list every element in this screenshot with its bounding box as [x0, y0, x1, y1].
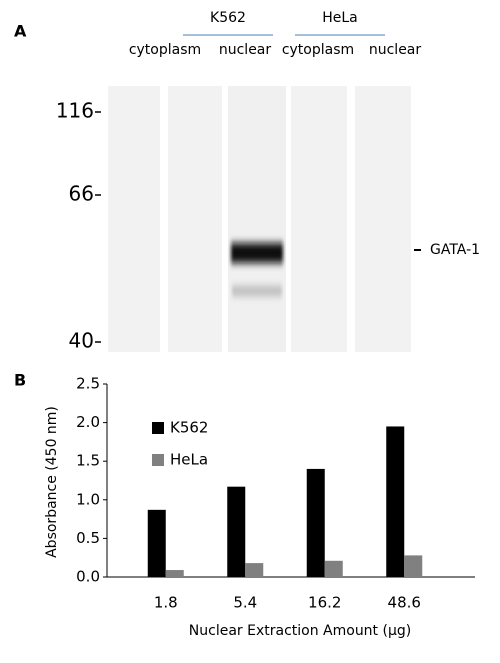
legend-swatch: [152, 454, 164, 466]
lane: [228, 86, 286, 352]
bar: [147, 509, 166, 577]
x-tick-label: 1.8: [154, 594, 178, 612]
bar: [165, 570, 184, 577]
marker-label: 40: [69, 329, 94, 353]
x-axis-label: Nuclear Extraction Amount (µg): [189, 623, 411, 639]
lane: [355, 86, 411, 352]
panel-label: A: [14, 22, 27, 41]
group-label: K562: [210, 10, 246, 26]
lane: [108, 86, 160, 352]
gel: [108, 86, 421, 352]
group-label: HeLa: [322, 10, 358, 26]
x-tick-label: 48.6: [388, 594, 421, 612]
bar: [404, 555, 423, 577]
lane-label: nuclear: [369, 42, 422, 58]
bar: [306, 468, 325, 577]
x-tick-label: 5.4: [233, 594, 257, 612]
marker-label: 116: [56, 99, 94, 123]
lane-label: nuclear: [219, 42, 272, 58]
legend-swatch: [152, 422, 164, 434]
legend-label: K562: [170, 419, 208, 437]
lane-label: cytoplasm: [129, 42, 201, 58]
y-axis-label: Absorbance (450 nm): [44, 406, 60, 558]
lane: [291, 86, 347, 352]
band: [231, 243, 283, 263]
bar: [245, 563, 264, 577]
band: [232, 286, 282, 296]
lane-label: cytoplasm: [282, 42, 354, 58]
y-tick-label: 2.5: [76, 375, 100, 393]
y-tick-label: 0.5: [76, 529, 100, 547]
lane: [168, 86, 222, 352]
y-tick-label: 1.0: [76, 490, 100, 508]
bar: [324, 560, 343, 577]
panel-label: B: [14, 371, 26, 390]
y-tick-label: 2.0: [76, 413, 100, 431]
y-tick-label: 0.0: [76, 568, 100, 586]
band-label: GATA-1: [430, 242, 480, 258]
bar: [386, 426, 405, 577]
legend-label: HeLa: [170, 451, 208, 469]
marker-label: 66: [69, 182, 94, 206]
x-tick-label: 16.2: [308, 594, 341, 612]
y-tick-label: 1.5: [76, 452, 100, 470]
bar: [227, 486, 246, 577]
